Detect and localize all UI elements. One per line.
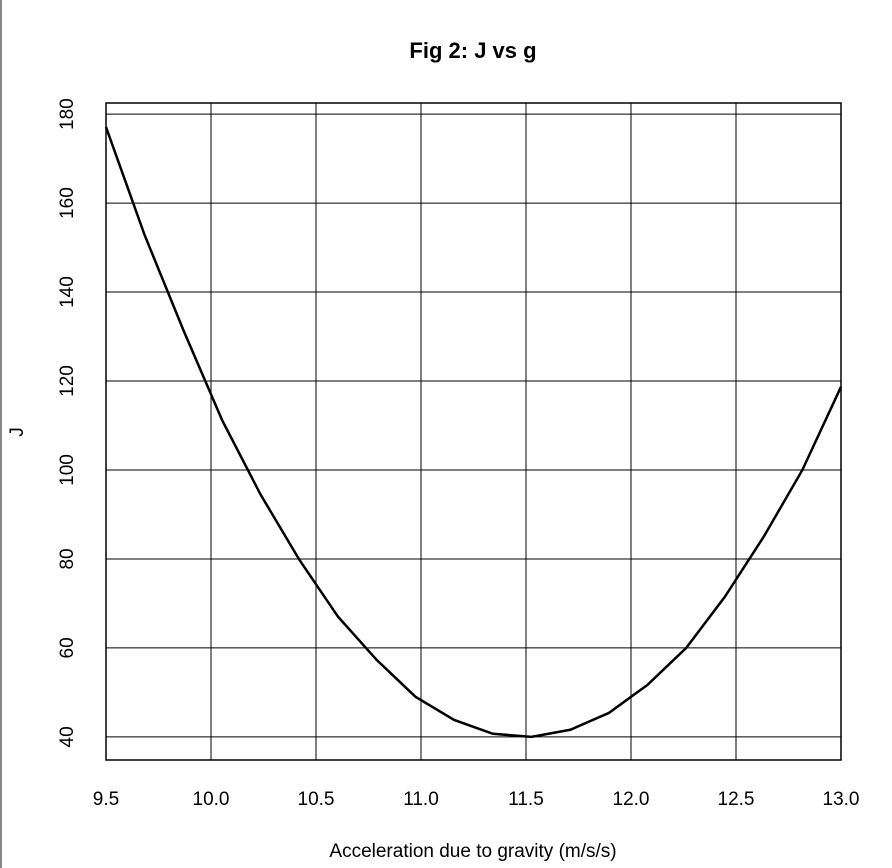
y-tick-label: 80 [57, 548, 78, 569]
plot-frame [105, 102, 842, 761]
x-tick-label: 13.0 [823, 789, 860, 810]
y-tick-label: 60 [57, 637, 78, 658]
x-axis-label: Acceleration due to gravity (m/s/s) [329, 841, 616, 862]
chart-title: Fig 2: J vs g [409, 38, 536, 63]
y-tick-label: 40 [57, 726, 78, 747]
x-tick-label: 11.0 [403, 789, 439, 810]
y-tick-label: 180 [57, 98, 78, 130]
x-tick-label: 9.5 [93, 789, 119, 810]
data-line [104, 126, 843, 739]
y-tick-label: 120 [57, 365, 78, 397]
x-tick-label: 12.5 [718, 789, 755, 810]
x-tick-label: 10.5 [298, 789, 335, 810]
y-tick-label: 140 [57, 276, 78, 308]
y-axis-label: J [7, 427, 28, 437]
x-tick-label: 12.0 [613, 789, 650, 810]
x-tick-label: 11.5 [508, 789, 544, 810]
window-edge [0, 0, 2, 868]
y-tick-label: 100 [57, 454, 78, 486]
y-tick-label: 160 [57, 187, 78, 219]
x-tick-label: 10.0 [193, 789, 230, 810]
